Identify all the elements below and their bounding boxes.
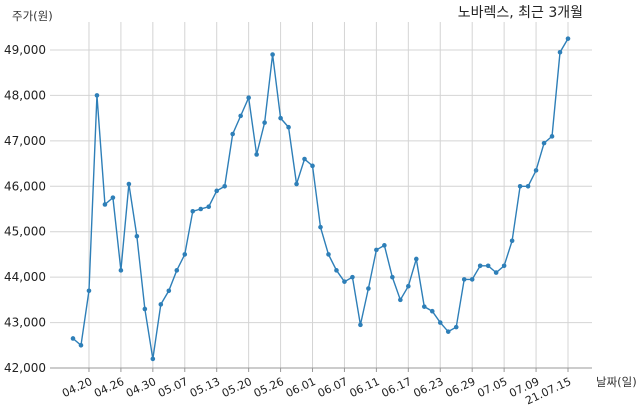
data-point	[477, 263, 483, 269]
data-point	[326, 252, 331, 257]
x-tick-label: 04.30	[124, 375, 158, 400]
data-point	[262, 120, 267, 125]
data-point	[310, 163, 315, 169]
data-point	[469, 277, 475, 282]
data-point	[374, 247, 379, 253]
y-tick-label: 49,000	[4, 43, 46, 57]
data-point	[142, 306, 148, 312]
data-point	[102, 202, 108, 207]
data-point	[78, 342, 84, 348]
x-tick-label: 05.26	[252, 375, 286, 400]
x-tick-label: 04.26	[92, 375, 126, 400]
y-tick-label: 47,000	[4, 134, 46, 148]
data-point	[350, 274, 355, 280]
data-point	[190, 208, 196, 214]
data-point	[501, 263, 507, 269]
data-point	[342, 279, 347, 284]
data-point	[278, 115, 283, 121]
data-point	[565, 36, 571, 41]
x-tick-label: 06.11	[348, 375, 382, 400]
x-axis-label: 날짜(일)	[596, 375, 637, 389]
data-point	[230, 131, 235, 137]
data-point	[118, 268, 124, 273]
data-point	[517, 183, 523, 189]
grid-layer	[50, 22, 592, 369]
x-tick-label: 05.20	[220, 375, 254, 400]
data-point	[166, 288, 172, 294]
x-tick-label: 04.20	[60, 375, 94, 400]
data-point	[206, 204, 212, 210]
price-series-line	[72, 38, 569, 360]
data-point	[406, 283, 411, 289]
data-point	[126, 181, 132, 187]
data-point	[533, 168, 539, 173]
data-point	[270, 52, 275, 57]
x-tick-label: 06.17	[380, 375, 414, 400]
y-tick-label: 45,000	[4, 225, 46, 239]
y-tick-label: 46,000	[4, 179, 46, 193]
data-point	[70, 336, 76, 341]
x-tick-label: 05.07	[156, 375, 190, 400]
data-point	[302, 156, 307, 162]
data-point	[110, 195, 116, 200]
y-tick-label: 48,000	[4, 88, 46, 102]
data-point	[461, 277, 467, 282]
data-point	[429, 308, 435, 314]
data-point	[150, 356, 156, 362]
data-point	[453, 324, 459, 330]
data-point	[557, 49, 563, 55]
data-point	[222, 183, 227, 189]
data-point	[134, 233, 140, 239]
data-point	[358, 322, 363, 328]
data-point	[485, 263, 491, 269]
x-tick-label: 06.29	[443, 375, 477, 400]
data-point	[437, 320, 443, 325]
data-point	[382, 243, 387, 248]
points-layer	[70, 36, 571, 362]
data-point	[214, 188, 220, 194]
chart-title: 노바렉스, 최근 3개월	[458, 5, 583, 21]
data-point	[398, 297, 403, 303]
data-point	[246, 95, 251, 100]
data-point	[86, 288, 92, 294]
y-tick-label: 43,000	[4, 316, 46, 330]
data-point	[174, 268, 180, 273]
data-point	[549, 134, 555, 139]
data-point	[390, 274, 395, 280]
data-point	[238, 113, 243, 119]
x-tick-label: 05.13	[188, 375, 222, 400]
data-point	[334, 268, 339, 273]
data-point	[525, 183, 531, 189]
data-point	[198, 206, 204, 212]
y-tick-label: 44,000	[4, 270, 46, 284]
data-point	[493, 270, 499, 275]
data-point	[94, 93, 100, 98]
y-tick-label: 42,000	[4, 361, 46, 375]
data-point	[541, 140, 547, 146]
data-point	[182, 252, 188, 257]
x-tick-label: 06.07	[316, 375, 350, 400]
series-layer	[72, 38, 569, 360]
data-point	[421, 304, 427, 309]
data-point	[158, 302, 164, 307]
data-point	[294, 181, 299, 187]
data-point	[414, 256, 419, 262]
x-tick-label: 06.23	[411, 375, 445, 400]
x-tick-label: 07.05	[475, 375, 509, 400]
data-point	[366, 286, 371, 291]
data-point	[445, 329, 451, 334]
data-point	[254, 152, 259, 157]
data-point	[286, 124, 291, 130]
y-axis-label: 주가(원)	[12, 9, 53, 23]
data-point	[318, 224, 323, 230]
data-point	[509, 238, 515, 244]
x-tick-label: 06.01	[284, 375, 318, 400]
